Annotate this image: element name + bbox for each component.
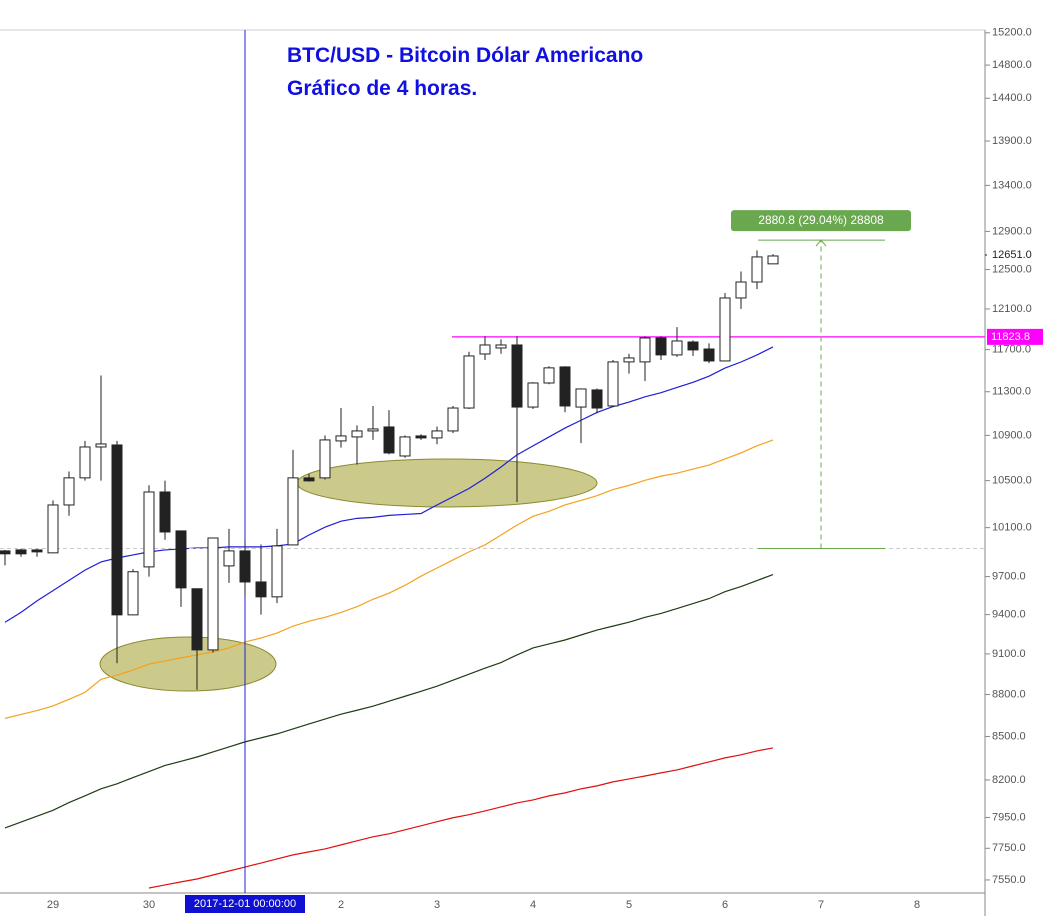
candle-body (47, 504, 59, 554)
candle-body (591, 389, 603, 409)
candle-body (159, 491, 171, 533)
candle-body (31, 549, 43, 553)
candle-body (335, 435, 347, 442)
candle-body (735, 281, 747, 299)
candle-body (143, 491, 155, 568)
y-tick-label: 7750.0 (992, 842, 1026, 854)
x-tick-label: 29 (47, 899, 59, 911)
level-label: 11823.8 (991, 331, 1030, 343)
candle-body (175, 530, 187, 589)
y-tick-label: 13400.0 (992, 179, 1032, 191)
candle-body (527, 382, 539, 408)
candle-body (399, 436, 411, 457)
candle-body (191, 588, 203, 651)
x-tick-label: 30 (143, 899, 155, 911)
y-tick-label: 7550.0 (992, 874, 1026, 886)
candle-body (639, 337, 651, 363)
y-tick-label: 11700.0 (992, 344, 1031, 356)
candle-body (559, 366, 571, 407)
candle-body (63, 477, 75, 506)
y-tick-label: 12900.0 (992, 225, 1032, 237)
x-tick-label: 8 (914, 899, 920, 911)
y-tick-label: 8500.0 (992, 730, 1026, 742)
candle-body (607, 361, 619, 407)
candle-body (431, 430, 443, 439)
candle-body (223, 550, 235, 567)
candle-body (495, 344, 507, 349)
y-tick-label: 10500.0 (992, 475, 1032, 487)
x-tick-label: 6 (722, 899, 728, 911)
chart-subtitle: Gráfico de 4 horas. (287, 77, 477, 100)
candle-body (239, 550, 251, 583)
measure-label: 2880.8 (29.04%) 28808 (758, 213, 884, 227)
y-tick-label: 12500.0 (992, 263, 1032, 275)
x-tick-label: 3 (434, 899, 440, 911)
candle-body (367, 428, 379, 432)
candle-body (255, 581, 267, 598)
candle-body (463, 355, 475, 409)
candle-body (127, 571, 139, 616)
crosshair-label-box (185, 895, 305, 913)
x-tick-label: 2 (338, 899, 344, 911)
candle-body (287, 477, 299, 546)
candle-body (623, 357, 635, 363)
last-price-label: 12651.0 (992, 249, 1032, 261)
candle-body (687, 341, 699, 351)
y-tick-label: 13900.0 (992, 135, 1032, 147)
last-price-box (987, 248, 1043, 263)
candle-body (479, 344, 491, 355)
level-label-box (987, 328, 1043, 345)
measure-arrowhead (815, 239, 827, 247)
y-tick-label: 10900.0 (992, 429, 1032, 441)
highlight-ellipse (99, 636, 277, 692)
y-tick-label: 9700.0 (992, 570, 1026, 582)
y-tick-label: 8200.0 (992, 774, 1026, 786)
candle-body (719, 297, 731, 362)
y-tick-label: 14400.0 (992, 92, 1032, 104)
candle-body (767, 255, 779, 265)
measure-label-box (731, 210, 911, 232)
candle-body (447, 407, 459, 432)
x-tick-label: 5 (626, 899, 632, 911)
candle-body (271, 545, 283, 598)
candle-body (703, 348, 715, 362)
y-tick-label: 12100.0 (992, 303, 1032, 315)
candle-body (543, 367, 555, 384)
x-tick-label: 7 (818, 899, 824, 911)
y-tick-label: 11300.0 (992, 386, 1031, 398)
candle-body (15, 549, 27, 555)
candle-body (351, 430, 363, 438)
y-tick-label: 8800.0 (992, 688, 1026, 700)
candle-body (79, 446, 91, 479)
y-tick-label: 10100.0 (992, 522, 1032, 534)
x-tick-label: 4 (530, 899, 536, 911)
crosshair-label: 2017-12-01 00:00:00 (194, 898, 296, 910)
y-tick-label: 14800.0 (992, 59, 1032, 71)
moving-average-line (4, 574, 774, 829)
candle-body (0, 550, 11, 555)
candle-body (111, 444, 123, 616)
plot-area: 15200.0 14800.0 14400.0 13900.0 13400.0 12900… (0, 27, 1043, 913)
candle-body (303, 477, 315, 482)
candle-body (95, 443, 107, 448)
candle-body (575, 388, 587, 408)
candle-body (671, 340, 683, 356)
y-tick-label: 9100.0 (992, 648, 1026, 660)
candle-body (511, 344, 523, 408)
moving-average-line (148, 747, 774, 889)
candle-body (655, 337, 667, 356)
y-tick-label: 15200.0 (992, 27, 1032, 39)
candle-body (751, 256, 763, 283)
y-tick-label: 9400.0 (992, 609, 1026, 621)
moving-average-line (4, 439, 774, 719)
candle-body (319, 439, 331, 479)
candle-body (383, 426, 395, 454)
y-tick-label: 7950.0 (992, 811, 1026, 823)
candle-body (415, 435, 427, 439)
moving-average-line (4, 346, 774, 623)
chart-title: BTC/USD - Bitcoin Dólar Americano (287, 44, 643, 67)
candle-body (207, 537, 219, 651)
